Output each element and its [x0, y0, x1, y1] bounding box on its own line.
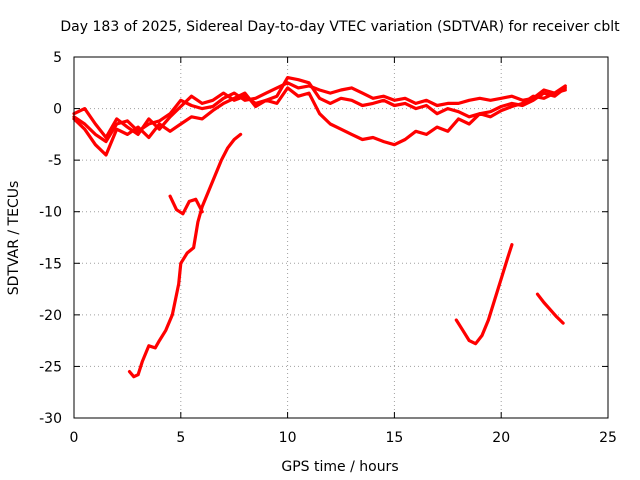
y-tick-label: -15 — [39, 256, 62, 272]
axis-ticks: 0 5 10 15 20 25 -30 -25 -20 -15 -10 -5 0 5 — [39, 50, 617, 446]
x-tick-label: 10 — [279, 430, 297, 446]
y-tick-label: 5 — [53, 50, 62, 66]
y-tick-label: -25 — [39, 359, 62, 375]
plot-frame — [73, 56, 609, 419]
x-tick-label: 20 — [492, 430, 510, 446]
x-tick-label: 15 — [385, 430, 403, 446]
series-line-band-a — [72, 81, 567, 144]
y-tick-label: -10 — [39, 205, 62, 221]
data-series — [72, 75, 567, 379]
series-line-curve-4 — [535, 292, 565, 325]
x-tick-label: 0 — [70, 430, 79, 446]
x-tick-label: 5 — [176, 430, 185, 446]
series-line-band-b — [72, 75, 567, 140]
grid-lines — [74, 57, 608, 418]
x-axis-label: GPS time / hours — [281, 459, 398, 475]
series-line-curve-1 — [127, 132, 243, 379]
series-line-curve-3 — [454, 243, 514, 346]
y-tick-label: -20 — [39, 308, 62, 324]
chart-title: Day 183 of 2025, Sidereal Day-to-day VTE… — [60, 19, 620, 35]
y-axis-label: SDTVAR / TECUs — [6, 181, 22, 296]
series-line-curve-2 — [168, 194, 204, 216]
y-tick-label: -30 — [39, 411, 62, 427]
y-tick-label: 0 — [53, 102, 62, 118]
y-tick-label: -5 — [48, 153, 62, 169]
x-tick-label: 25 — [599, 430, 617, 446]
series-line-band-c — [72, 86, 567, 157]
